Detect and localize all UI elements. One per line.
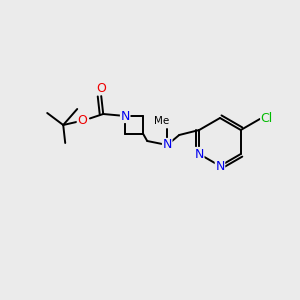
Text: N: N: [215, 160, 225, 172]
Text: O: O: [96, 82, 106, 94]
Text: Me: Me: [154, 116, 169, 126]
Text: N: N: [194, 148, 204, 160]
Text: O: O: [77, 115, 87, 128]
Text: N: N: [163, 139, 172, 152]
Text: N: N: [121, 110, 130, 122]
Text: Cl: Cl: [261, 112, 273, 125]
